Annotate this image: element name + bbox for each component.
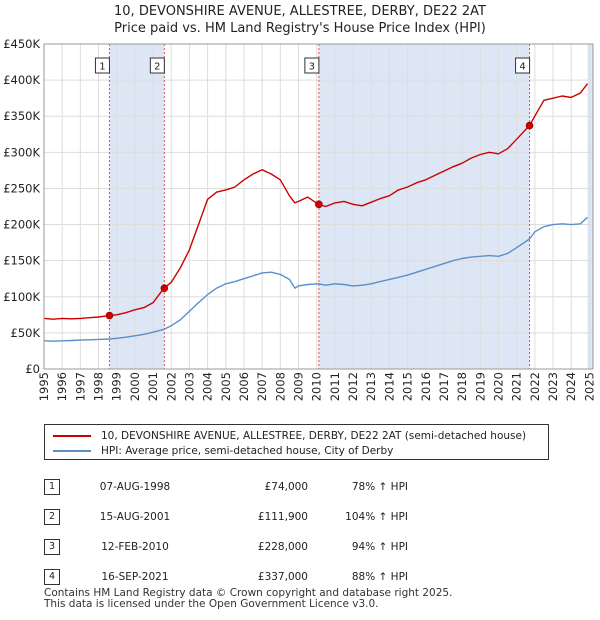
x-tick-label: 2016 [419, 372, 433, 401]
footer-copyright: Contains HM Land Registry data © Crown c… [44, 587, 453, 599]
footer: Contains HM Land Registry data © Crown c… [44, 588, 452, 610]
sale-point-marker [315, 200, 323, 209]
chart-legend: 10, DEVONSHIRE AVENUE, ALLESTREE, DERBY,… [44, 424, 549, 460]
plot-frame [43, 43, 594, 370]
sale-number-label: 2 [154, 62, 160, 73]
sale-number-badge: 3 [44, 539, 60, 555]
y-tick-label: £0 [25, 362, 40, 376]
x-tick-label: 2007 [255, 372, 269, 401]
sale-price: £74,000 [264, 481, 308, 493]
x-tick-label: 2006 [237, 372, 251, 401]
y-tick-label: £300K [3, 145, 40, 159]
price-chart: 1 2 3 4 £0 £50K £100K £150K £200K £250K £300K £350… [3, 37, 596, 401]
x-tick-label: 2022 [528, 372, 542, 401]
sale-hpi-change: 104% ↑ HPI [345, 511, 408, 523]
x-tick-label: 2002 [164, 372, 178, 401]
x-tick-label: 1999 [110, 372, 124, 401]
x-tick-label: 2000 [128, 372, 142, 401]
x-tick-label: 2013 [364, 372, 378, 401]
sale-price: £337,000 [257, 571, 308, 583]
x-tick-label: 2011 [328, 372, 342, 401]
x-tick-label: 1997 [73, 372, 87, 401]
chart-subtitle: Price paid vs. HM Land Registry's House … [114, 21, 486, 36]
sale-number-label: 1 [99, 62, 105, 73]
legend-label-hpi: HPI: Average price, semi-detached house,… [101, 445, 394, 457]
sale-number-box [304, 57, 320, 74]
y-tick-label: £250K [3, 181, 40, 195]
sale-date: 07-AUG-1998 [99, 481, 171, 493]
sale-date: 15-AUG-2001 [99, 511, 171, 523]
sale-number-badge: 1 [44, 479, 60, 495]
x-tick-label: 2015 [401, 372, 415, 401]
x-tick-label: 2021 [510, 372, 524, 401]
sale-number-box [149, 57, 165, 74]
table-row: 4 16-SEP-2021 £337,000 88% ↑ HPI [44, 562, 408, 592]
legend-item-property: 10, DEVONSHIRE AVENUE, ALLESTREE, DERBY,… [53, 430, 526, 442]
sale-number-box [94, 57, 110, 74]
sale-number-label: 4 [519, 62, 525, 73]
sale-number-label: 3 [309, 62, 315, 73]
x-tick-label: 2010 [310, 372, 324, 401]
sales-table: 1 07-AUG-1998 £74,000 78% ↑ HPI 2 15-AUG… [44, 472, 408, 592]
sale-number-box [515, 57, 531, 74]
x-tick-label: 2023 [546, 372, 560, 401]
sale-price: £111,900 [257, 511, 308, 523]
x-tick-label: 2017 [437, 372, 451, 401]
footer-licence: This data is licensed under the Open Gov… [44, 598, 379, 610]
sale-hpi-change: 94% ↑ HPI [351, 541, 408, 553]
sale-number-badge: 4 [44, 569, 60, 585]
x-tick-label: 1998 [92, 372, 106, 401]
x-tick-label: 2024 [564, 372, 578, 401]
x-tick-label: 2014 [382, 372, 396, 401]
y-tick-label: £200K [3, 218, 40, 232]
sale-date: 12-FEB-2010 [101, 541, 169, 553]
sale-point-marker [160, 284, 169, 292]
sale-point-marker [525, 121, 534, 130]
sale-number-badge: 2 [44, 509, 60, 525]
legend-swatch-property [53, 435, 91, 437]
sale-hpi-change: 88% ↑ HPI [351, 571, 408, 583]
sale-price: £228,000 [257, 541, 308, 553]
x-tick-label: 2012 [346, 372, 360, 401]
x-tick-label: 2025 [582, 372, 596, 401]
x-tick-label: 2005 [219, 372, 233, 401]
x-tick-label: 2008 [273, 372, 287, 401]
table-row: 2 15-AUG-2001 £111,900 104% ↑ HPI [44, 502, 408, 532]
y-tick-label: £150K [3, 254, 40, 268]
table-row: 3 12-FEB-2010 £228,000 94% ↑ HPI [44, 532, 408, 562]
chart-title: 10, DEVONSHIRE AVENUE, ALLESTREE, DERBY,… [114, 4, 486, 19]
legend-label-property: 10, DEVONSHIRE AVENUE, ALLESTREE, DERBY,… [101, 430, 527, 442]
x-tick-label: 2003 [182, 372, 196, 401]
y-tick-label: £50K [11, 326, 41, 340]
sale-point-marker [105, 311, 114, 320]
sale-date: 16-SEP-2021 [101, 571, 169, 583]
shaded-band [318, 44, 530, 369]
property-price-line [43, 83, 589, 320]
sale-hpi-change: 78% ↑ HPI [351, 481, 408, 493]
x-tick-label: 1996 [55, 372, 69, 401]
y-tick-label: £100K [3, 290, 40, 304]
x-tick-label: 2018 [455, 372, 469, 401]
x-tick-label: 2020 [491, 372, 505, 401]
shaded-band [109, 44, 165, 369]
y-tick-label: £350K [3, 109, 40, 123]
x-tick-label: 2001 [146, 372, 160, 401]
x-tick-label: 2009 [292, 372, 306, 401]
y-tick-label: £400K [3, 73, 40, 87]
table-row: 1 07-AUG-1998 £74,000 78% ↑ HPI [44, 472, 408, 502]
legend-item-hpi: HPI: Average price, semi-detached house,… [53, 445, 393, 457]
legend-swatch-hpi [53, 450, 91, 452]
x-tick-label: 2004 [201, 372, 215, 401]
x-tick-label: 1995 [37, 372, 51, 401]
hpi-line [43, 216, 588, 342]
shaded-band [587, 44, 593, 369]
y-tick-label: £450K [3, 37, 40, 51]
x-tick-label: 2019 [473, 372, 487, 401]
